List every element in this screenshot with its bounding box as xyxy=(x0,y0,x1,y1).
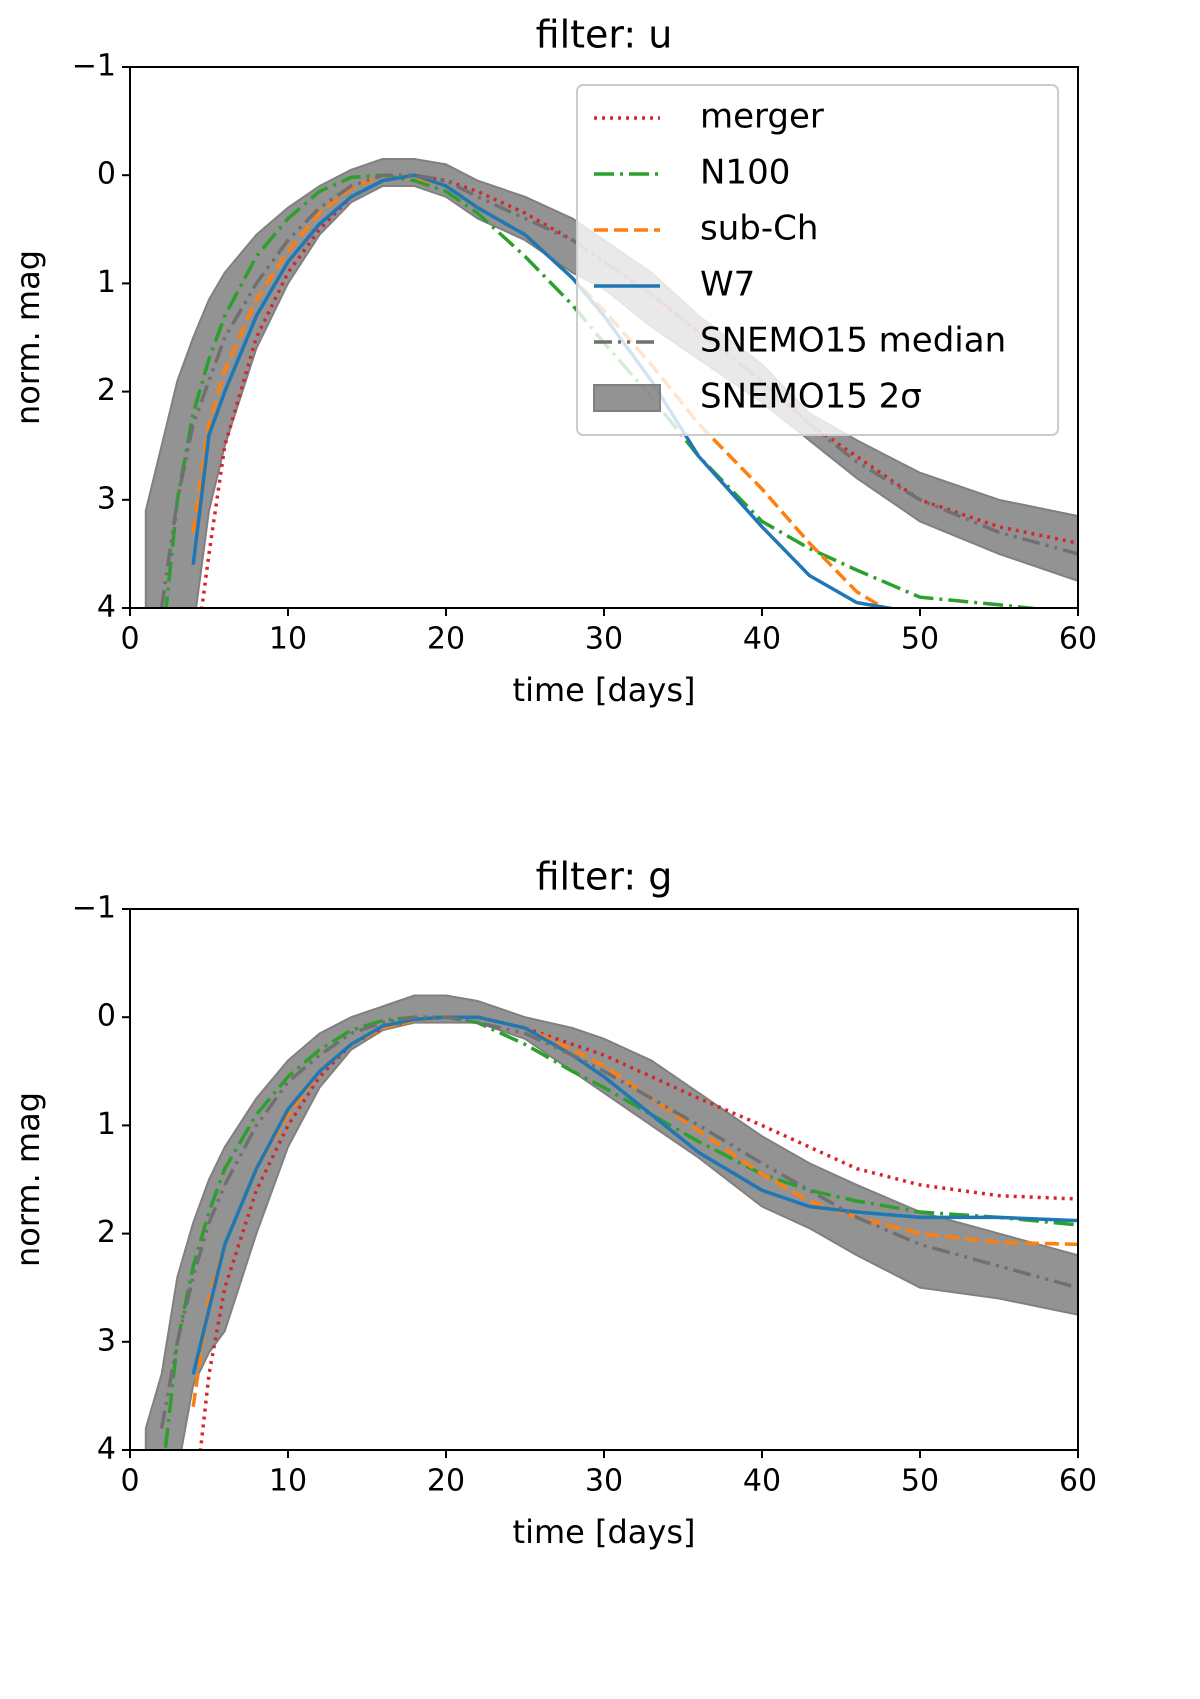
x-tick-label: 30 xyxy=(585,1464,623,1499)
y-tick-label: 4 xyxy=(97,590,116,625)
y-axis-label: norm. mag xyxy=(9,1092,47,1267)
y-axis-label: norm. mag xyxy=(9,250,47,425)
x-tick-label: 50 xyxy=(901,622,939,657)
y-tick-label: 0 xyxy=(97,999,116,1034)
subplot: 0 10 20 30 40 50 60 −1 0 1 2 3 4 filter: g time [days]… xyxy=(9,855,1097,1552)
y-tick-label: 2 xyxy=(97,1215,116,1250)
line xyxy=(200,173,1078,608)
line xyxy=(159,1015,1078,1429)
chart-title: filter: u xyxy=(536,13,673,57)
legend-label: N100 xyxy=(700,153,790,193)
line xyxy=(163,1015,1078,1450)
y-tick-label: 3 xyxy=(97,481,116,516)
x-tick-label: 60 xyxy=(1059,622,1097,657)
x-tick-label: 0 xyxy=(120,1464,139,1499)
y-tick-label: 0 xyxy=(97,157,116,192)
x-tick-label: 50 xyxy=(901,1464,939,1499)
legend: merger N100 sub-Ch W7 SNEMO15 median SNEMO15 … xyxy=(576,84,1059,436)
line xyxy=(191,173,899,608)
y-tick-label: −1 xyxy=(72,891,116,926)
x-tick-label: 40 xyxy=(743,622,781,657)
x-tick-label: 10 xyxy=(269,1464,307,1499)
x-tick-label: 10 xyxy=(269,622,307,657)
legend-label: sub-Ch xyxy=(700,209,818,249)
y-tick-label: 2 xyxy=(97,373,116,408)
plot-area xyxy=(144,994,1078,1450)
x-tick-label: 20 xyxy=(427,1464,465,1499)
band xyxy=(144,994,1078,1450)
chart-title: filter: g xyxy=(536,855,673,899)
x-tick-label: 60 xyxy=(1059,1464,1097,1499)
line xyxy=(198,1015,1078,1450)
x-axis-label: time [days] xyxy=(513,1513,696,1551)
y-tick-label: 1 xyxy=(97,265,116,300)
legend-label: merger xyxy=(700,97,824,137)
x-axis-label: time [days] xyxy=(513,671,696,709)
x-tick-label: 0 xyxy=(120,622,139,657)
legend-label: W7 xyxy=(700,265,755,305)
x-tick-label: 40 xyxy=(743,1464,781,1499)
y-tick-label: 4 xyxy=(97,1432,116,1467)
x-tick-label: 20 xyxy=(427,622,465,657)
y-tick-label: 3 xyxy=(97,1323,116,1358)
legend-label: SNEMO15 2σ xyxy=(700,377,922,417)
legend-label: SNEMO15 median xyxy=(700,321,1006,361)
y-tick-label: 1 xyxy=(97,1107,116,1142)
legend-swatch xyxy=(593,384,661,412)
legend-box xyxy=(576,84,1059,436)
line xyxy=(191,1015,1078,1375)
x-tick-label: 30 xyxy=(585,622,623,657)
subplot: 0 10 20 30 40 50 60 −1 0 1 2 3 4 filter: u time [days]… xyxy=(9,13,1097,710)
y-tick-label: −1 xyxy=(72,49,116,84)
line xyxy=(159,173,1078,608)
